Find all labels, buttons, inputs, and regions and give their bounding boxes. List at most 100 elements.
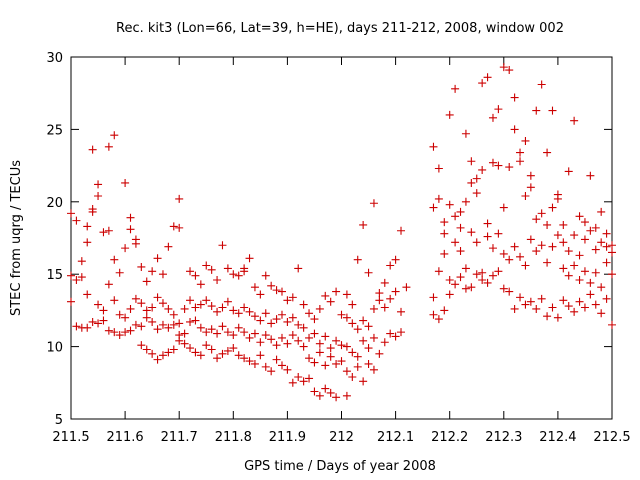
data-point: [359, 220, 368, 229]
data-point: [364, 344, 373, 353]
data-point: [305, 309, 314, 318]
data-point: [516, 148, 525, 157]
data-point: [580, 235, 589, 244]
data-point: [283, 339, 292, 348]
data-point: [267, 319, 276, 328]
x-tick-label: 212.5: [593, 430, 630, 445]
data-point: [570, 261, 579, 270]
data-point: [353, 352, 362, 361]
data-point: [575, 297, 584, 306]
data-point: [299, 377, 308, 386]
data-point: [353, 362, 362, 371]
data-point: [72, 322, 81, 331]
data-point: [169, 320, 178, 329]
data-point: [532, 247, 541, 256]
data-point: [348, 300, 357, 309]
data-point: [326, 297, 335, 306]
data-point: [110, 255, 119, 264]
data-point: [223, 346, 232, 355]
data-point: [202, 341, 211, 350]
data-point: [207, 345, 216, 354]
data-point: [553, 231, 562, 240]
y-tick-label: 15: [46, 268, 63, 283]
data-point: [461, 197, 470, 206]
data-point: [267, 367, 276, 376]
x-tick-label: 211.7: [161, 430, 198, 445]
data-point: [548, 303, 557, 312]
data-point: [602, 242, 611, 251]
data-point: [67, 297, 75, 306]
data-point: [310, 329, 319, 338]
data-point: [213, 275, 222, 284]
data-point: [559, 264, 568, 273]
data-point: [218, 322, 227, 331]
data-point: [250, 329, 259, 338]
data-point: [526, 171, 535, 180]
data-point: [218, 241, 227, 250]
data-point: [537, 80, 546, 89]
data-point: [369, 333, 378, 342]
data-point: [608, 241, 616, 250]
data-point: [137, 341, 146, 350]
data-point: [364, 322, 373, 331]
data-point: [451, 280, 460, 289]
data-point: [158, 320, 167, 329]
data-point: [434, 164, 443, 173]
data-point: [348, 373, 357, 382]
x-tick-label: 212.4: [539, 430, 576, 445]
data-point: [272, 341, 281, 350]
data-point: [564, 302, 573, 311]
data-point: [516, 252, 525, 261]
data-point: [245, 254, 254, 263]
data-point: [602, 229, 611, 238]
data-point: [126, 213, 135, 222]
data-point: [543, 312, 552, 321]
data-point: [315, 304, 324, 313]
data-point: [380, 303, 389, 312]
data-point: [305, 354, 314, 363]
data-point: [467, 178, 476, 187]
data-point: [456, 223, 465, 232]
data-point: [115, 331, 124, 340]
data-point: [472, 270, 481, 279]
data-point: [115, 268, 124, 277]
data-point: [83, 238, 92, 247]
data-point: [121, 328, 130, 337]
data-point: [591, 245, 600, 254]
data-point: [429, 203, 438, 212]
data-point: [499, 203, 508, 212]
data-point: [169, 222, 178, 231]
data-point: [505, 163, 514, 172]
data-point: [234, 323, 243, 332]
data-point: [532, 304, 541, 313]
data-point: [597, 309, 606, 318]
data-point: [240, 303, 249, 312]
data-point: [218, 349, 227, 358]
data-point: [213, 329, 222, 338]
data-point: [191, 271, 200, 280]
data-point: [164, 304, 173, 313]
data-point: [126, 304, 135, 313]
data-point: [440, 229, 449, 238]
data-point: [315, 339, 324, 348]
data-point: [83, 323, 92, 332]
data-point: [456, 247, 465, 256]
data-point: [445, 275, 454, 284]
data-point: [364, 268, 373, 277]
data-point: [250, 283, 259, 292]
data-point: [148, 303, 157, 312]
data-point: [169, 310, 178, 319]
data-point: [153, 293, 162, 302]
data-point: [148, 349, 157, 358]
data-point: [256, 316, 265, 325]
data-point: [510, 93, 519, 102]
data-point: [467, 283, 476, 292]
data-point: [277, 361, 286, 370]
data-point: [494, 267, 503, 276]
data-point: [570, 307, 579, 316]
x-tick-label: 212.2: [431, 430, 468, 445]
data-point: [223, 328, 232, 337]
data-point: [397, 307, 406, 316]
data-point: [72, 216, 81, 225]
data-point: [434, 194, 443, 203]
